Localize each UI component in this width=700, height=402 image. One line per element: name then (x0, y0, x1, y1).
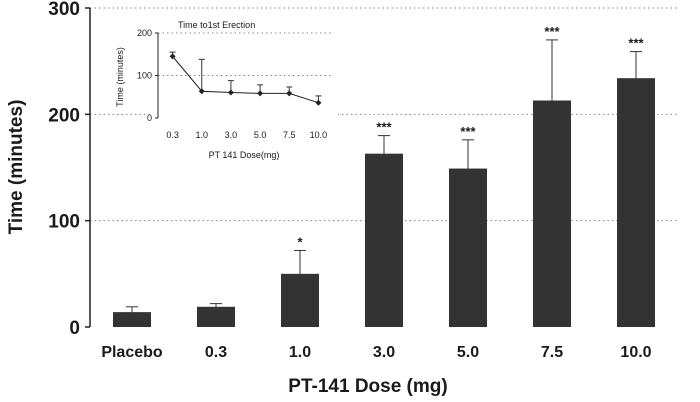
bar (113, 312, 151, 327)
x-tick-label: 1.0 (289, 344, 311, 361)
inset-background (150, 22, 338, 118)
inset-y-tick-label: 0 (147, 113, 152, 123)
inset-point (286, 90, 293, 97)
y-tick-label: 200 (48, 105, 80, 126)
bar (365, 153, 403, 327)
y-tick-label: 100 (48, 212, 80, 233)
significance-label: *** (460, 124, 476, 139)
inset-point (169, 53, 176, 60)
inset-points (169, 53, 322, 106)
significance-label: *** (628, 36, 644, 51)
bar (197, 306, 235, 327)
bar (617, 78, 655, 328)
x-tick-label: 3.0 (373, 344, 395, 361)
main-x-tick-labels: Placebo 0.3 1.0 3.0 5.0 7.5 10.0 (101, 344, 651, 361)
x-axis-title: PT-141 Dose (mg) (288, 376, 447, 397)
y-tick-label: 0 (69, 318, 80, 339)
inset-point (198, 88, 205, 95)
x-tick-label: 7.5 (541, 344, 563, 361)
x-tick-label: 0.3 (205, 344, 227, 361)
y-axis-title: Time (minutes) (6, 100, 27, 235)
bar (281, 273, 319, 327)
bar (449, 168, 487, 327)
x-tick-label: Placebo (101, 344, 163, 361)
significance-label: *** (376, 120, 392, 135)
inset-axes (155, 32, 159, 119)
inset-x-tick-label: 1.0 (195, 130, 208, 140)
inset-chart: 0 100 200 0.3 1.0 3.0 5.0 7.5 10.0 Time to1st E… (115, 20, 338, 160)
inset-point (315, 99, 322, 106)
inset-x-tick-labels: 0.3 1.0 3.0 5.0 7.5 10.0 (166, 130, 327, 140)
bar (533, 100, 571, 327)
inset-y-tick-label: 100 (137, 71, 152, 81)
main-significance-labels: **** ********* (297, 24, 644, 250)
main-error-bars (126, 39, 642, 313)
inset-point (227, 89, 234, 96)
inset-y-tick-labels: 0 100 200 (137, 28, 152, 123)
inset-y-axis-title: Time (minutes) (115, 47, 125, 107)
inset-y-tick-label: 200 (137, 28, 152, 38)
main-y-tick-labels: 0 100 200 300 (48, 0, 80, 339)
significance-label: *** (544, 24, 560, 39)
main-axes (85, 7, 91, 328)
inset-series-line (172, 56, 319, 104)
inset-x-tick-label: 10.0 (310, 130, 328, 140)
main-bars (113, 78, 655, 328)
inset-line (172, 56, 319, 104)
inset-x-tick-label: 3.0 (225, 130, 238, 140)
inset-x-axis-title: PT 141 Dose(mg) (209, 150, 280, 160)
inset-x-tick-label: 0.3 (166, 130, 179, 140)
inset-title: Time to1st Erection (178, 20, 255, 30)
inset-x-tick-label: 7.5 (283, 130, 296, 140)
inset-point (257, 90, 264, 97)
significance-label: * (297, 234, 303, 249)
inset-x-tick-label: 5.0 (254, 130, 267, 140)
x-tick-label: 10.0 (620, 344, 651, 361)
x-tick-label: 5.0 (457, 344, 479, 361)
y-tick-label: 300 (48, 0, 80, 20)
